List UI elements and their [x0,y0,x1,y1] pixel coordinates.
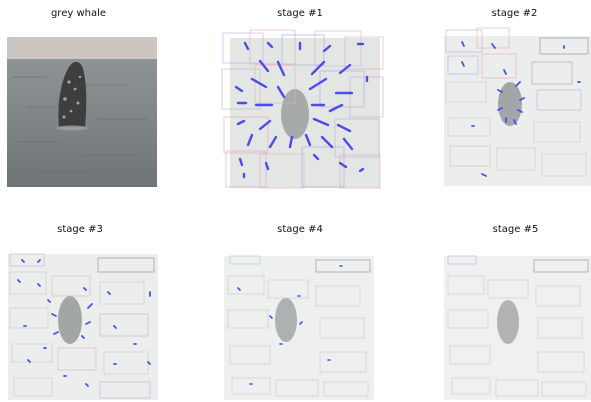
panel-stage-4: stage #4 [220,216,380,402]
panel-stage-3: stage #3 [0,216,160,402]
stage-2-canvas [442,26,591,190]
panel-title: stage #5 [492,224,539,235]
panel-stage-1: stage #1 [215,0,385,192]
panel-title: stage #3 [57,224,103,235]
panel-stage-2: stage #2 [438,0,591,192]
stage-1-canvas [220,29,385,191]
stage-5-canvas [442,252,591,402]
stage-3-canvas [4,252,160,402]
stage-4-canvas [220,252,378,402]
panel-title: stage #4 [277,224,323,235]
panel-original: grey whale [0,0,157,190]
panel-title: stage #2 [491,8,538,19]
panel-title: grey whale [50,8,107,19]
whale-photo [7,37,157,187]
panel-title: stage #1 [277,8,323,19]
panel-stage-5: stage #5 [440,216,591,402]
